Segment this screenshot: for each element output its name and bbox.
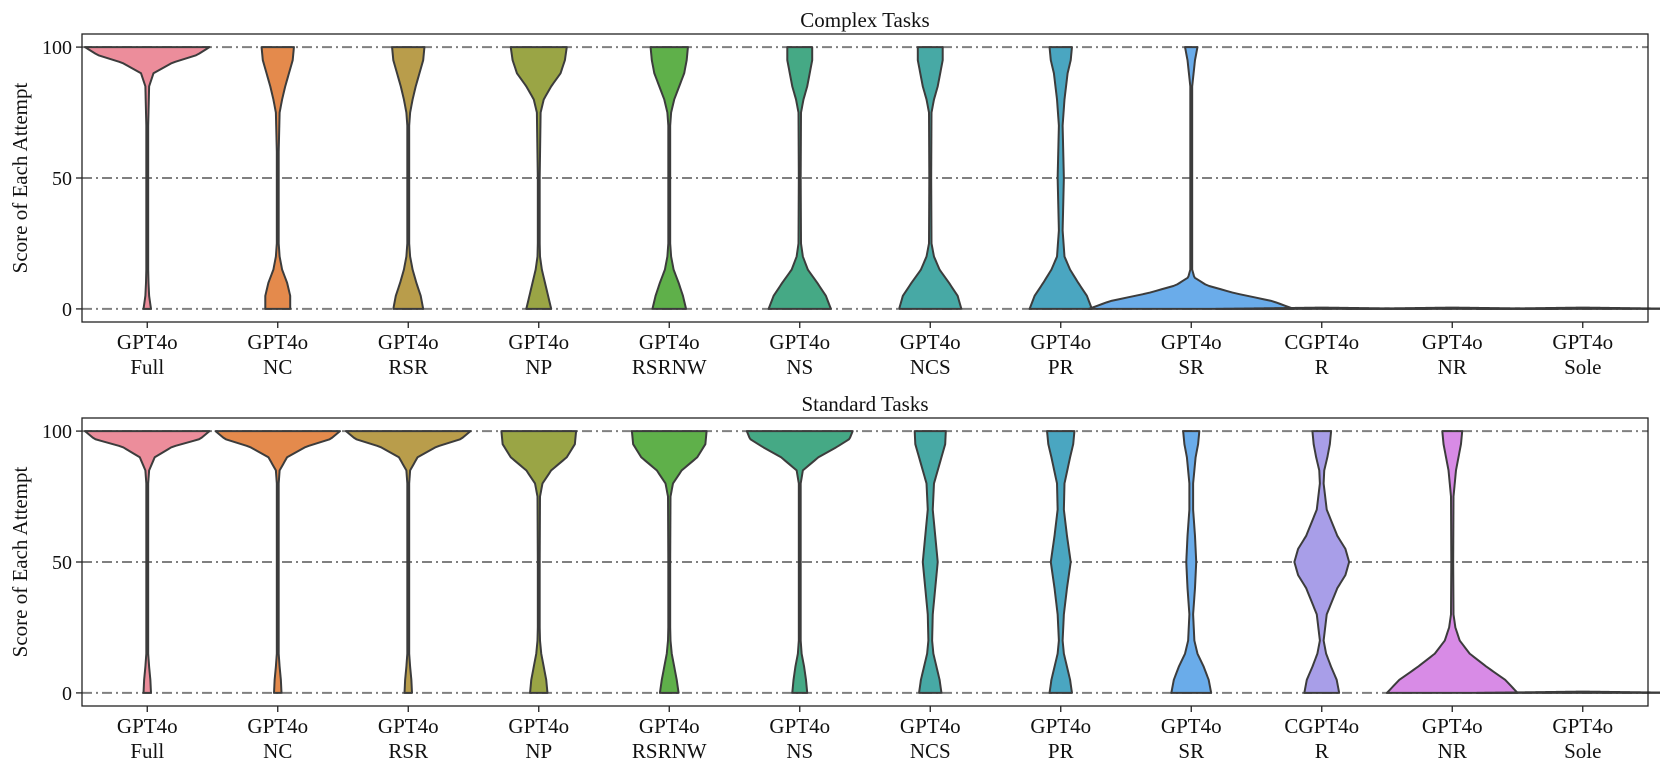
violin-ncs [898, 46, 963, 310]
x-tick-sublabel: RSR [388, 355, 428, 379]
y-axis-label: Score of Each Attempt [8, 82, 32, 273]
x-tick-sublabel: NR [1438, 739, 1467, 763]
violin-r [1293, 430, 1351, 694]
x-tick-label: GPT4o [117, 714, 178, 738]
x-tick-sublabel: PR [1048, 739, 1074, 763]
x-tick-label: CGPT4o [1284, 330, 1359, 354]
violin-pr [1046, 430, 1076, 694]
violin-sr [1087, 46, 1295, 310]
x-tick-sublabel: Full [130, 739, 164, 763]
violin-nc [214, 430, 341, 694]
y-tick-label: 0 [62, 683, 72, 705]
x-tick-sublabel: NP [525, 355, 552, 379]
x-tick-label: GPT4o [508, 330, 569, 354]
violin-rsrnw [649, 46, 689, 310]
panel-2: Standard Tasks Score of Each Attempt 0 50 10… [8, 392, 1660, 763]
x-tick-sublabel: RSRNW [632, 355, 707, 379]
x-tick-label: GPT4o [1552, 330, 1613, 354]
violin-np [509, 46, 568, 310]
y-tick-label: 100 [42, 421, 72, 443]
x-tick-sublabel: PR [1048, 355, 1074, 379]
x-tick-label: GPT4o [378, 330, 439, 354]
x-tick-sublabel: NS [786, 355, 813, 379]
y-tick-label: 100 [42, 37, 72, 59]
x-tick-sublabel: SR [1178, 355, 1204, 379]
x-tick-label: GPT4o [247, 714, 308, 738]
violin-ncs [913, 430, 947, 694]
x-tick-label: GPT4o [769, 714, 830, 738]
x-tick-label: GPT4o [639, 330, 700, 354]
y-tick-label: 50 [52, 552, 72, 574]
x-tick-sublabel: NC [263, 739, 292, 763]
x-tick-label: GPT4o [378, 714, 439, 738]
x-tick-label: GPT4o [900, 330, 961, 354]
violin-nr [1385, 430, 1519, 694]
violin-sr [1170, 430, 1213, 694]
x-tick-sublabel: NCS [910, 739, 951, 763]
violin-np [500, 430, 578, 694]
x-tick-label: GPT4o [117, 330, 178, 354]
violin-rsr [391, 46, 426, 310]
violin-ns [745, 430, 854, 694]
panel-title: Standard Tasks [801, 392, 928, 416]
x-tick-label: GPT4o [1161, 330, 1222, 354]
y-tick-label: 0 [62, 299, 72, 321]
panel-1: Complex Tasks Score of Each Attempt 0 50 100… [8, 8, 1660, 379]
violin-ns [767, 46, 832, 310]
x-tick-sublabel: NC [263, 355, 292, 379]
violin-full [84, 430, 211, 694]
y-tick-label: 50 [52, 168, 72, 190]
x-tick-sublabel: RSRNW [632, 739, 707, 763]
x-tick-sublabel: Sole [1564, 739, 1601, 763]
x-tick-sublabel: R [1315, 355, 1329, 379]
x-tick-label: GPT4o [639, 714, 700, 738]
violin-sole [1475, 306, 1660, 310]
x-tick-label: GPT4o [247, 330, 308, 354]
panel-title: Complex Tasks [800, 8, 929, 32]
x-tick-label: GPT4o [1552, 714, 1613, 738]
x-tick-sublabel: R [1315, 739, 1329, 763]
x-tick-sublabel: NS [786, 739, 813, 763]
x-tick-sublabel: Full [130, 355, 164, 379]
x-tick-label: GPT4o [769, 330, 830, 354]
x-tick-label: GPT4o [1030, 330, 1091, 354]
x-tick-label: GPT4o [1030, 714, 1091, 738]
x-tick-label: GPT4o [1161, 714, 1222, 738]
x-tick-sublabel: NCS [910, 355, 951, 379]
y-axis-label: Score of Each Attempt [8, 466, 32, 657]
x-tick-label: GPT4o [1422, 330, 1483, 354]
x-tick-sublabel: NR [1438, 355, 1467, 379]
x-tick-label: GPT4o [900, 714, 961, 738]
violin-sole [1475, 690, 1660, 694]
x-tick-label: CGPT4o [1284, 714, 1359, 738]
x-tick-label: GPT4o [508, 714, 569, 738]
violin-full [84, 46, 211, 310]
violin-pr [1028, 46, 1093, 310]
violin-rsr [345, 430, 472, 694]
x-tick-sublabel: SR [1178, 739, 1204, 763]
x-tick-sublabel: NP [525, 739, 552, 763]
violin-rsrnw [630, 430, 708, 694]
x-tick-sublabel: Sole [1564, 355, 1601, 379]
violin-nc [260, 46, 295, 310]
x-tick-sublabel: RSR [388, 739, 428, 763]
x-tick-label: GPT4o [1422, 714, 1483, 738]
